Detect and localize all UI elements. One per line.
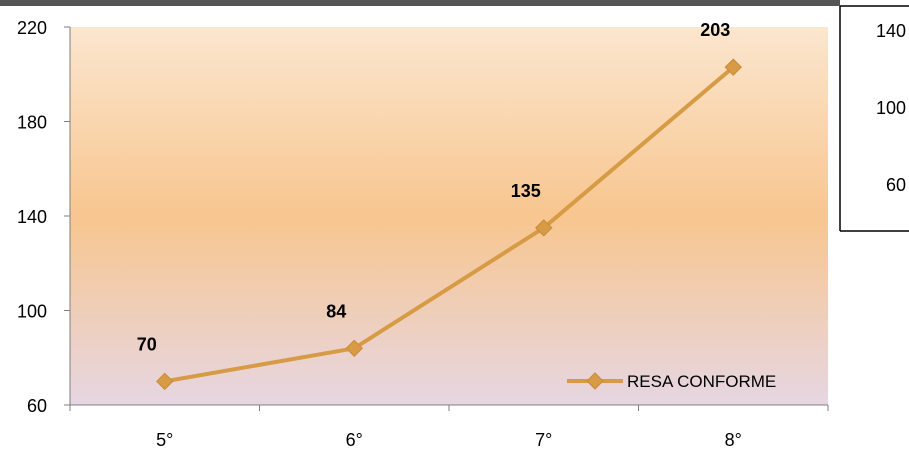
data-label: 70 — [137, 334, 157, 354]
y-axis: 60 100 140 180 220 — [17, 18, 70, 416]
data-label: 84 — [326, 301, 346, 321]
plot-area — [70, 27, 828, 405]
legend-label: RESA CONFORME — [627, 372, 776, 391]
series-line — [164, 65, 735, 384]
x-tick-label: 8° — [725, 430, 742, 450]
data-point-marker — [724, 58, 742, 76]
y-tick-label: 100 — [17, 302, 47, 322]
data-labels: 70 84 135 203 — [137, 20, 731, 354]
data-label: 203 — [700, 20, 730, 40]
y-tick-label: 220 — [17, 18, 47, 38]
data-label: 135 — [511, 181, 541, 201]
y-tick-label: 180 — [17, 113, 47, 133]
x-tick-label: 5° — [156, 430, 173, 450]
y-tick-label: 60 — [27, 396, 47, 416]
x-axis: 5° 6° 7° 8° — [69, 405, 829, 450]
inset-chart: 140 100 60 — [839, 5, 909, 232]
x-tick-label: 6° — [346, 430, 363, 450]
y-tick-label: 140 — [17, 207, 47, 227]
data-point-marker — [156, 372, 174, 391]
inset-tick-label: 60 — [886, 175, 906, 195]
inset-tick-label: 140 — [876, 21, 906, 41]
series-layer — [156, 58, 742, 391]
x-tick-label: 7° — [535, 430, 552, 450]
window-top-strip — [0, 0, 840, 6]
legend-marker — [586, 372, 604, 390]
data-point-marker — [535, 219, 553, 237]
legend: RESA CONFORME — [567, 372, 776, 391]
data-point-marker — [345, 339, 363, 358]
inset-tick-label: 100 — [876, 98, 906, 118]
